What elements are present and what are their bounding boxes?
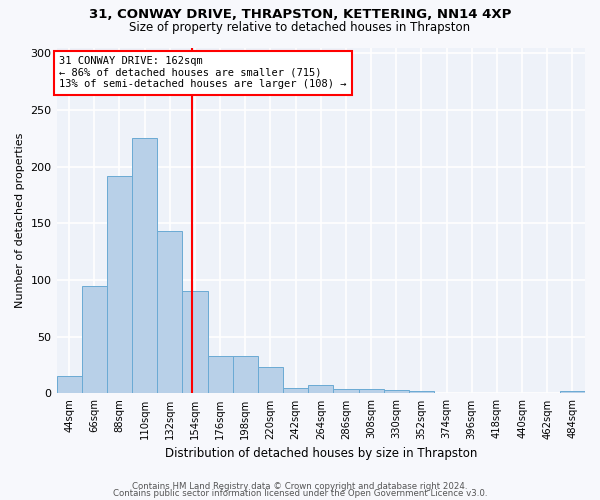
Bar [82, 286, 107, 394]
Bar [208, 356, 233, 394]
Text: 31 CONWAY DRIVE: 162sqm
← 86% of detached houses are smaller (715)
13% of semi-d: 31 CONWAY DRIVE: 162sqm ← 86% of detache… [59, 56, 346, 90]
Bar [283, 388, 308, 394]
Bar [308, 386, 334, 394]
Bar [409, 391, 434, 394]
X-axis label: Distribution of detached houses by size in Thrapston: Distribution of detached houses by size … [164, 447, 477, 460]
Bar [359, 389, 383, 394]
Bar [107, 176, 132, 394]
Bar [334, 389, 359, 394]
Bar [56, 376, 82, 394]
Bar [258, 368, 283, 394]
Text: 31, CONWAY DRIVE, THRAPSTON, KETTERING, NN14 4XP: 31, CONWAY DRIVE, THRAPSTON, KETTERING, … [89, 8, 511, 20]
Bar [132, 138, 157, 394]
Y-axis label: Number of detached properties: Number of detached properties [15, 133, 25, 308]
Bar [560, 391, 585, 394]
Text: Contains public sector information licensed under the Open Government Licence v3: Contains public sector information licen… [113, 490, 487, 498]
Bar [182, 292, 208, 394]
Bar [157, 231, 182, 394]
Text: Contains HM Land Registry data © Crown copyright and database right 2024.: Contains HM Land Registry data © Crown c… [132, 482, 468, 491]
Bar [383, 390, 409, 394]
Bar [233, 356, 258, 394]
Text: Size of property relative to detached houses in Thrapston: Size of property relative to detached ho… [130, 21, 470, 34]
